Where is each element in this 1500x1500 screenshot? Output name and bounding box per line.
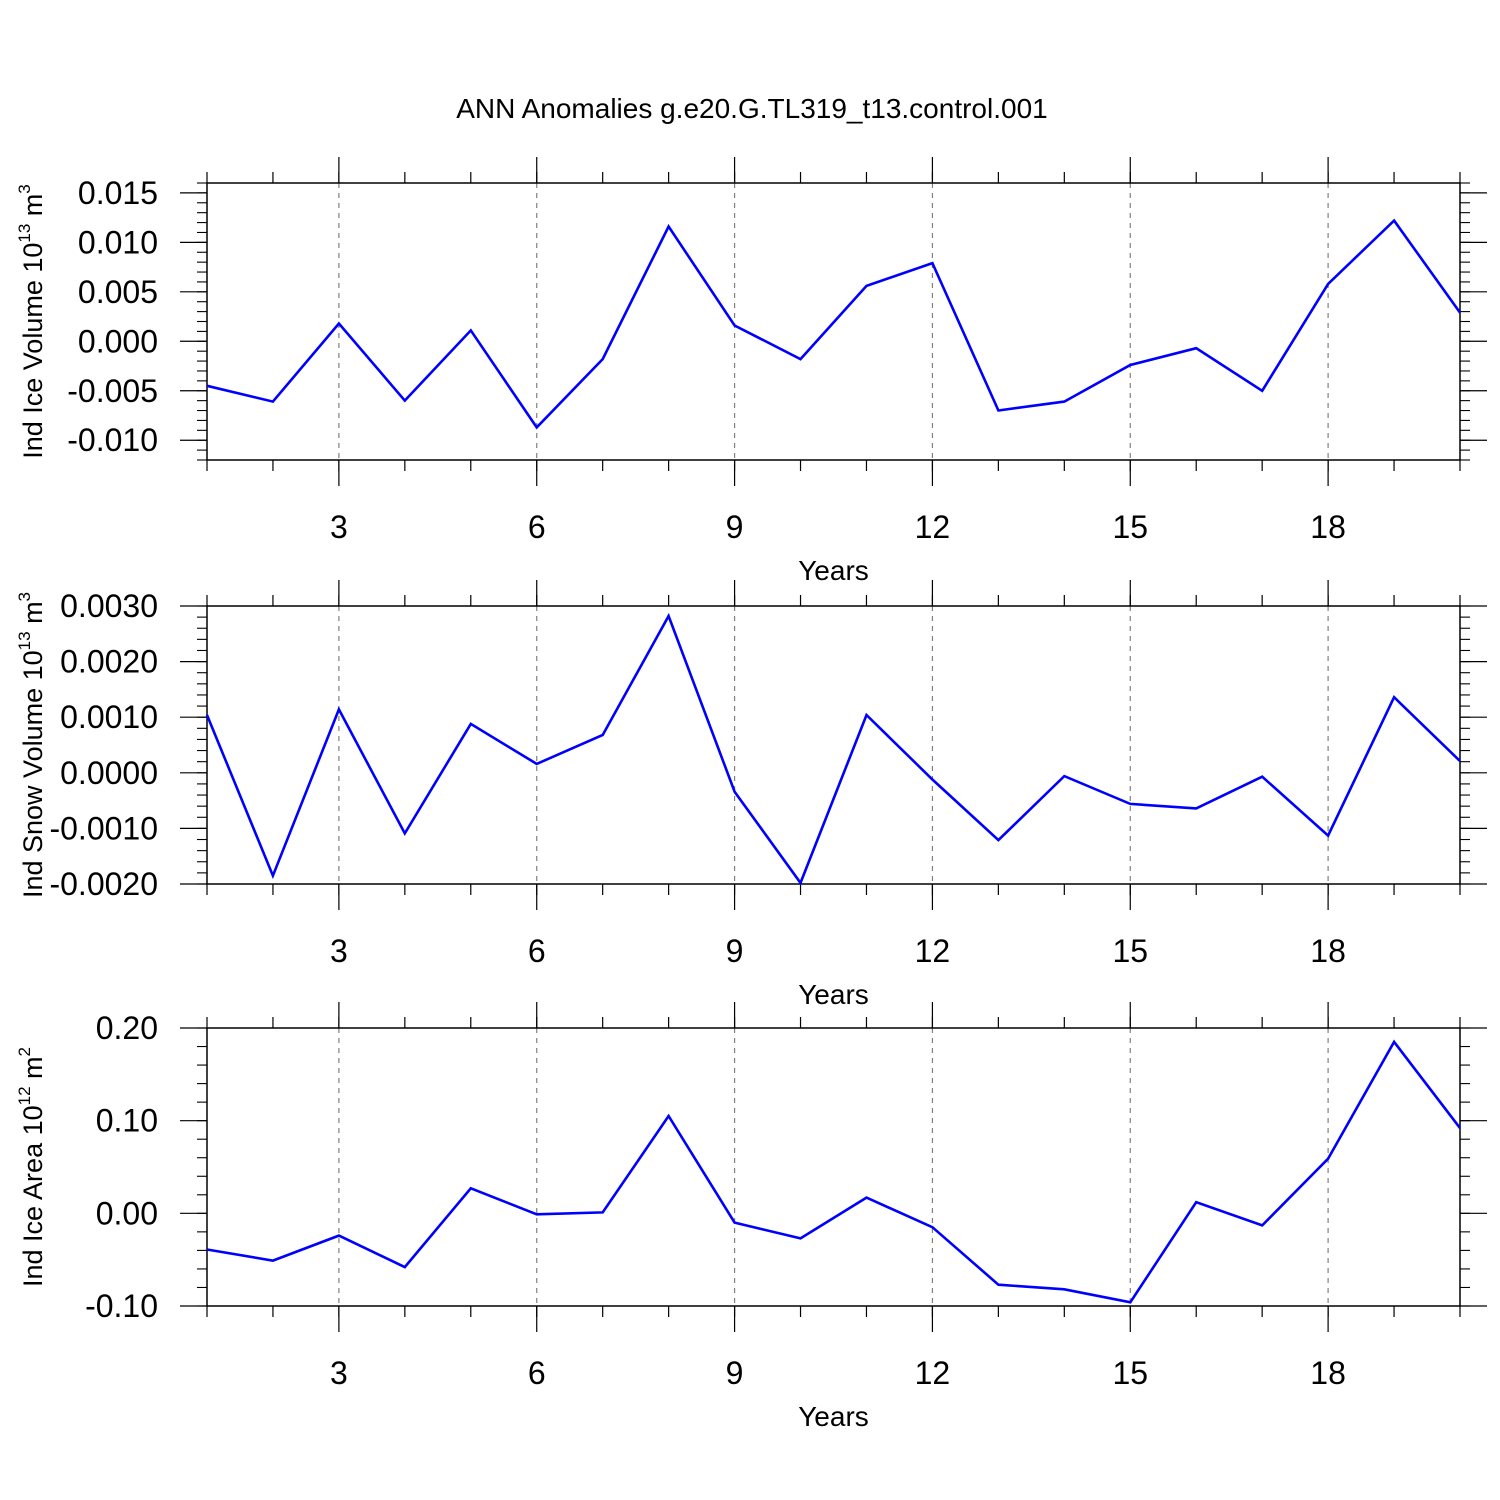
y-axis-label-main: Ind Ice Volume 10 xyxy=(18,243,48,459)
x-axis-label: Years xyxy=(798,555,869,586)
y-axis-label-main: Ind Snow Volume 10 xyxy=(18,650,48,898)
y-tick-label: 0.0030 xyxy=(60,588,158,624)
panel-3: 3 6 9 12 15 18 -0.10 0.00 0.10 0.20 Years Ind Ice A… xyxy=(15,1002,1487,1432)
x-tick-label: 6 xyxy=(528,933,546,969)
y-axis-label-unit: m xyxy=(18,194,48,224)
x-tick-label: 3 xyxy=(330,933,348,969)
y-axis-label-unit-exponent: 3 xyxy=(15,184,34,193)
y-tick-label: -0.0020 xyxy=(49,866,158,902)
y-tick-label: 0.0000 xyxy=(60,755,158,791)
y-tick-label: -0.0010 xyxy=(49,810,158,846)
x-tick-label: 6 xyxy=(528,1355,546,1391)
y-axis-label-exponent: 13 xyxy=(15,224,34,243)
plot-frame xyxy=(206,1027,1461,1307)
y-axis-label-exponent: 12 xyxy=(15,1086,34,1105)
y-tick-label: 0.000 xyxy=(78,323,158,359)
x-axis-label: Years xyxy=(798,1401,869,1432)
y-tick-label: 0.20 xyxy=(96,1010,158,1046)
panels: 3 6 9 12 15 18 -0.010 -0.005 0.000 0.005 0.010 0.01… xyxy=(15,157,1487,1432)
x-tick-label: 9 xyxy=(726,933,744,969)
x-axis-label: Years xyxy=(798,979,869,1010)
x-tick-label: 18 xyxy=(1310,1355,1346,1391)
y-tick-label: 0.015 xyxy=(78,175,158,211)
x-tick-label: 18 xyxy=(1310,933,1346,969)
x-tick-label: 15 xyxy=(1112,1355,1148,1391)
y-tick-label: -0.010 xyxy=(67,422,158,458)
x-tick-label: 3 xyxy=(330,1355,348,1391)
y-tick-label: -0.10 xyxy=(85,1288,158,1324)
y-tick-label: 0.0020 xyxy=(60,644,158,680)
figure-title: ANN Anomalies g.e20.G.TL319_t13.control.… xyxy=(456,93,1047,124)
y-axis-label-unit: m xyxy=(18,1056,48,1086)
y-axis-label-unit: m xyxy=(18,601,48,631)
x-tick-label: 12 xyxy=(915,933,951,969)
x-tick-label: 12 xyxy=(915,509,951,545)
y-tick-label: 0.005 xyxy=(78,274,158,310)
y-axis-label-unit-exponent: 3 xyxy=(15,592,34,601)
series-line xyxy=(205,612,1461,886)
x-tick-label: 12 xyxy=(915,1355,951,1391)
x-tick-label: 9 xyxy=(726,1355,744,1391)
x-tick-label: 15 xyxy=(1112,509,1148,545)
y-tick-label: 0.10 xyxy=(96,1103,158,1139)
y-tick-label: 0.0010 xyxy=(60,699,158,735)
y-axis-label: Ind Ice Volume 1013 m3 xyxy=(15,184,48,459)
y-axis-label: Ind Ice Area 1012 m2 xyxy=(15,1047,48,1287)
x-tick-label: 3 xyxy=(330,509,348,545)
x-tick-label: 15 xyxy=(1112,933,1148,969)
series-line xyxy=(206,218,1462,430)
panel-1: 3 6 9 12 15 18 -0.010 -0.005 0.000 0.005 0.010 0.01… xyxy=(15,157,1487,586)
y-tick-label: 0.00 xyxy=(96,1195,158,1231)
series-line xyxy=(206,1039,1462,1304)
y-tick-label: -0.005 xyxy=(67,373,158,409)
plot-frame xyxy=(206,605,1461,885)
plot-frame xyxy=(206,182,1461,461)
x-tick-label: 18 xyxy=(1310,509,1346,545)
y-axis-label-main: Ind Ice Area 10 xyxy=(18,1105,48,1287)
y-axis-label-exponent: 13 xyxy=(15,631,34,650)
y-axis-label-unit-exponent: 2 xyxy=(15,1047,34,1056)
panel-2: 3 6 9 12 15 18 -0.0020 -0.0010 0.0000 0.0010 0.002… xyxy=(15,580,1487,1010)
x-tick-label: 9 xyxy=(726,509,744,545)
y-axis-label: Ind Snow Volume 1013 m3 xyxy=(15,592,48,898)
y-tick-label: 0.010 xyxy=(78,224,158,260)
x-tick-label: 6 xyxy=(528,509,546,545)
